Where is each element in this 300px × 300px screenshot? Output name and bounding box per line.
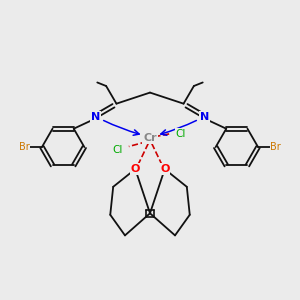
Text: Cl: Cl: [112, 145, 123, 155]
Text: N: N: [200, 112, 209, 122]
Text: Cl: Cl: [176, 129, 186, 139]
Text: Br: Br: [19, 142, 30, 152]
Text: O: O: [130, 164, 140, 174]
Text: Br: Br: [270, 142, 281, 152]
Text: Cr: Cr: [143, 133, 157, 143]
Text: O: O: [160, 164, 169, 174]
Text: N: N: [91, 112, 101, 122]
